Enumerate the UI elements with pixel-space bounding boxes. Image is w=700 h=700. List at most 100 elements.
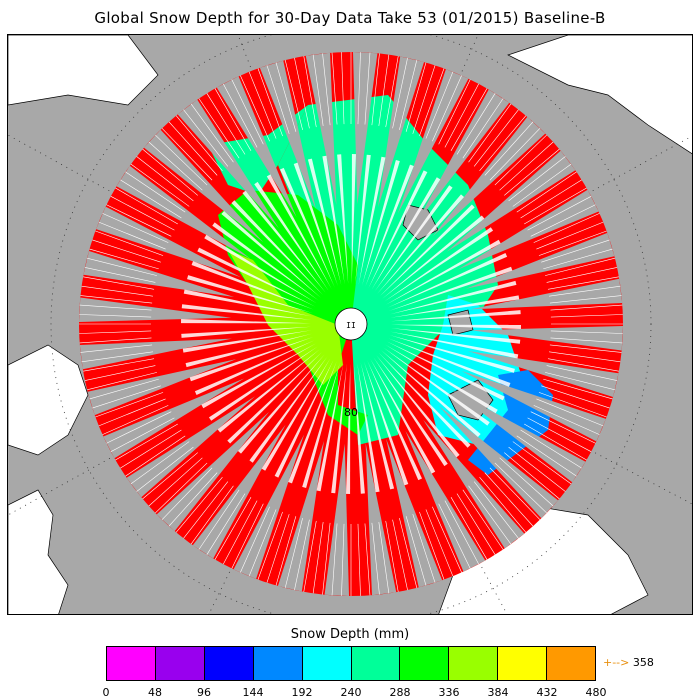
gap-wedge bbox=[446, 150, 576, 252]
swath-line bbox=[378, 522, 390, 594]
swath-line bbox=[322, 522, 331, 595]
gap-wedge bbox=[79, 338, 232, 370]
gap-wedge bbox=[467, 350, 619, 398]
swath-line bbox=[546, 267, 618, 283]
gap-wedge bbox=[277, 440, 325, 592]
swath-line bbox=[538, 392, 607, 418]
swath-line bbox=[183, 109, 229, 167]
swath-line bbox=[479, 477, 527, 533]
swath-line bbox=[110, 196, 175, 231]
swath-line bbox=[312, 522, 324, 594]
colorbar-tick-label: 96 bbox=[197, 686, 211, 699]
swath-line bbox=[266, 514, 290, 583]
gap-wedge bbox=[438, 405, 559, 519]
swath-line bbox=[303, 520, 317, 592]
colorbar-tick-label: 336 bbox=[438, 686, 460, 699]
swath-line bbox=[190, 103, 234, 163]
swath-line bbox=[102, 405, 169, 435]
gap-streak bbox=[227, 351, 323, 444]
swath-line bbox=[87, 372, 158, 391]
swath-line bbox=[312, 54, 324, 126]
swath-line bbox=[364, 523, 371, 596]
colorbar-cell bbox=[498, 647, 548, 680]
swath-line bbox=[456, 493, 496, 555]
gap-streak bbox=[390, 310, 521, 322]
colorbar-cell bbox=[204, 647, 254, 680]
gap-streak bbox=[362, 160, 400, 286]
colorbar-tick-label: 144 bbox=[242, 686, 264, 699]
gap-streak bbox=[293, 162, 338, 287]
swath-line bbox=[405, 62, 427, 132]
swath-line bbox=[371, 522, 380, 595]
swath-line bbox=[79, 337, 152, 344]
swath-line bbox=[284, 60, 303, 131]
gap-streak bbox=[254, 181, 329, 291]
swath-line bbox=[392, 519, 408, 591]
swath-line bbox=[479, 115, 527, 171]
swath-line bbox=[524, 187, 587, 225]
colorbar-cell bbox=[351, 647, 401, 680]
swath-line bbox=[494, 462, 547, 514]
swath-line bbox=[322, 53, 331, 126]
swath-line bbox=[120, 429, 182, 469]
swath-line bbox=[550, 337, 623, 344]
colorbar-ticks: 0 48 96 144 192 240 288 336 384 432 480 bbox=[103, 686, 607, 700]
swath-line bbox=[142, 148, 198, 196]
colorbar-cell bbox=[253, 647, 303, 680]
gap-streak bbox=[388, 266, 513, 311]
colorbar-cell bbox=[302, 647, 352, 680]
swath-line bbox=[341, 52, 345, 125]
gap-streak bbox=[183, 289, 312, 317]
swath-line bbox=[95, 230, 164, 256]
swath-line bbox=[92, 385, 161, 409]
swath-line bbox=[79, 314, 152, 318]
gap-streak bbox=[376, 355, 460, 458]
swath-line bbox=[231, 503, 264, 569]
swath-line bbox=[516, 171, 577, 213]
polar-map-svg: II 80 bbox=[8, 35, 692, 614]
swath-line bbox=[385, 520, 399, 592]
gap-wedge bbox=[397, 69, 469, 214]
gap-streak bbox=[390, 331, 519, 359]
swath-line bbox=[533, 405, 600, 435]
swath-line bbox=[357, 523, 361, 596]
swath-line bbox=[438, 503, 471, 569]
gap-streak bbox=[365, 164, 414, 287]
swath-line bbox=[168, 121, 218, 176]
swath-line bbox=[106, 411, 172, 444]
gap-streak bbox=[371, 177, 441, 290]
gap-streak bbox=[373, 357, 448, 467]
swath-line bbox=[223, 500, 258, 565]
gap-streak bbox=[370, 358, 436, 474]
gap-wedge bbox=[470, 278, 623, 310]
swath-line bbox=[550, 330, 623, 334]
swath-line bbox=[432, 75, 462, 142]
swath-line bbox=[341, 523, 345, 596]
swath-line bbox=[206, 493, 246, 555]
gap-streak bbox=[201, 343, 317, 409]
swath-line bbox=[549, 295, 622, 304]
swath-line bbox=[248, 71, 277, 139]
gap-wedge bbox=[423, 419, 525, 549]
swath-line bbox=[214, 497, 252, 560]
swath-line bbox=[275, 516, 297, 586]
colorbar-tick-label: 288 bbox=[389, 686, 411, 699]
gap-wedge bbox=[83, 250, 235, 298]
gap-streak bbox=[390, 328, 521, 344]
swath-line bbox=[547, 276, 619, 290]
colorbar-cell bbox=[107, 647, 156, 680]
gap-streak bbox=[351, 154, 357, 285]
gap-streak bbox=[337, 154, 349, 285]
gap-streak bbox=[249, 356, 328, 463]
colorbar-tick-label: 240 bbox=[340, 686, 362, 699]
gap-streak bbox=[381, 350, 481, 438]
swath-line bbox=[473, 109, 519, 167]
max-value-label: 358 bbox=[632, 656, 654, 669]
gap-wedge bbox=[143, 129, 264, 243]
gap-wedge bbox=[465, 232, 615, 289]
gap-streak bbox=[390, 324, 521, 330]
gap-streak bbox=[231, 200, 324, 296]
colorbar-tick-label: 384 bbox=[487, 686, 509, 699]
swath-line bbox=[98, 398, 166, 427]
swath-line bbox=[214, 88, 252, 151]
